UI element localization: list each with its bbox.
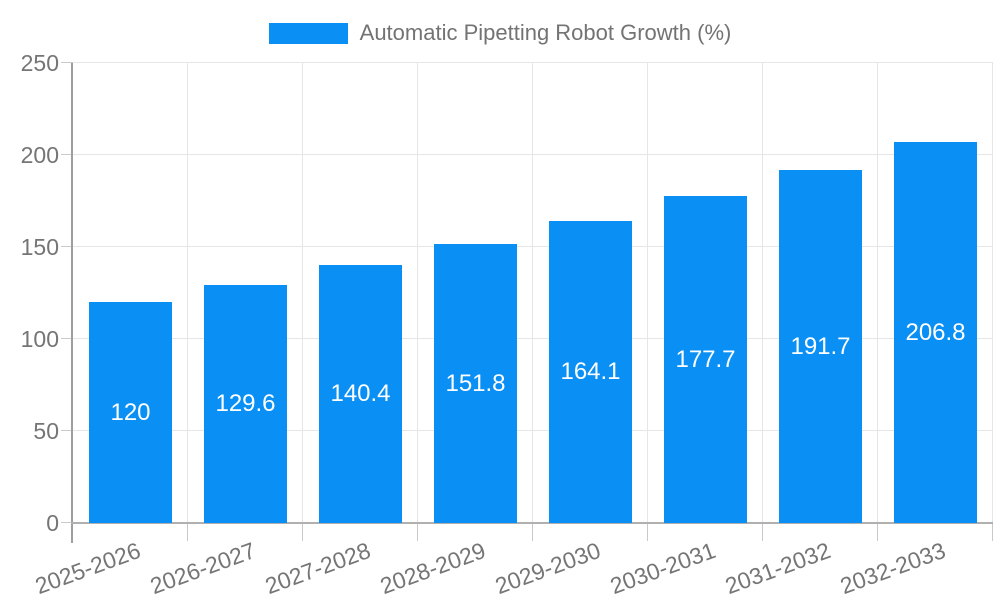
v-gridline bbox=[302, 63, 303, 523]
x-tick-label: 2030-2031 bbox=[606, 537, 719, 600]
h-gridline bbox=[73, 62, 993, 63]
x-tick bbox=[877, 523, 878, 541]
x-tick-label: 2025-2026 bbox=[31, 537, 144, 600]
h-gridline bbox=[73, 246, 993, 247]
bar[interactable]: 191.7 bbox=[779, 170, 862, 523]
x-tick bbox=[187, 523, 188, 541]
h-gridline bbox=[73, 430, 993, 431]
bar[interactable]: 151.8 bbox=[434, 244, 517, 523]
y-tick bbox=[61, 338, 73, 339]
h-gridline bbox=[73, 154, 993, 155]
x-tick bbox=[302, 523, 303, 541]
y-tick bbox=[61, 430, 73, 431]
bar-value-label: 129.6 bbox=[215, 390, 276, 417]
v-gridline bbox=[877, 63, 878, 523]
x-tick bbox=[762, 523, 763, 541]
y-tick-label: 100 bbox=[20, 326, 59, 352]
legend-swatch bbox=[268, 22, 348, 44]
v-gridline bbox=[647, 63, 648, 523]
v-gridline bbox=[992, 63, 993, 523]
x-tick bbox=[647, 523, 648, 541]
y-tick-label: 0 bbox=[46, 510, 59, 536]
bar-value-label: 191.7 bbox=[790, 332, 851, 360]
y-tick-label: 200 bbox=[20, 142, 59, 168]
y-tick-label: 150 bbox=[20, 234, 59, 260]
chart-legend: Automatic Pipetting Robot Growth (%) bbox=[0, 18, 1000, 48]
x-tick bbox=[417, 523, 418, 541]
legend-label: Automatic Pipetting Robot Growth (%) bbox=[359, 20, 732, 45]
bar[interactable]: 164.1 bbox=[549, 221, 632, 523]
x-tick bbox=[532, 523, 533, 541]
v-gridline bbox=[532, 63, 533, 523]
y-tick-label: 250 bbox=[20, 50, 59, 76]
x-axis-line bbox=[71, 522, 993, 524]
bar-value-label: 140.4 bbox=[330, 380, 391, 407]
y-tick bbox=[61, 522, 73, 523]
x-tick-label: 2029-2030 bbox=[491, 537, 604, 600]
bar-value-label: 164.1 bbox=[560, 358, 621, 385]
h-gridline bbox=[73, 338, 993, 339]
bar[interactable]: 129.6 bbox=[204, 285, 287, 523]
bar[interactable]: 140.4 bbox=[319, 265, 402, 523]
v-gridline bbox=[762, 63, 763, 523]
x-tick bbox=[992, 523, 993, 541]
bar-value-label: 120 bbox=[110, 398, 151, 426]
v-gridline bbox=[417, 63, 418, 523]
x-tick-label: 2032-2033 bbox=[836, 537, 949, 600]
x-tick-label: 2026-2027 bbox=[146, 537, 259, 600]
y-tick bbox=[61, 62, 73, 63]
v-gridline bbox=[187, 63, 188, 523]
x-tick-label: 2027-2028 bbox=[261, 537, 374, 600]
y-tick-label: 50 bbox=[33, 418, 59, 444]
x-tick-label: 2031-2032 bbox=[721, 537, 834, 600]
bar-value-label: 177.7 bbox=[675, 345, 736, 373]
bar[interactable]: 177.7 bbox=[664, 196, 747, 523]
y-tick bbox=[61, 246, 73, 247]
bar[interactable]: 206.8 bbox=[894, 142, 977, 523]
bar-value-label: 151.8 bbox=[445, 369, 506, 397]
y-tick bbox=[61, 154, 73, 155]
bar-value-label: 206.8 bbox=[905, 318, 966, 346]
x-tick-label: 2028-2029 bbox=[376, 537, 489, 600]
bar[interactable]: 120 bbox=[89, 302, 172, 523]
y-axis-line bbox=[71, 63, 73, 543]
